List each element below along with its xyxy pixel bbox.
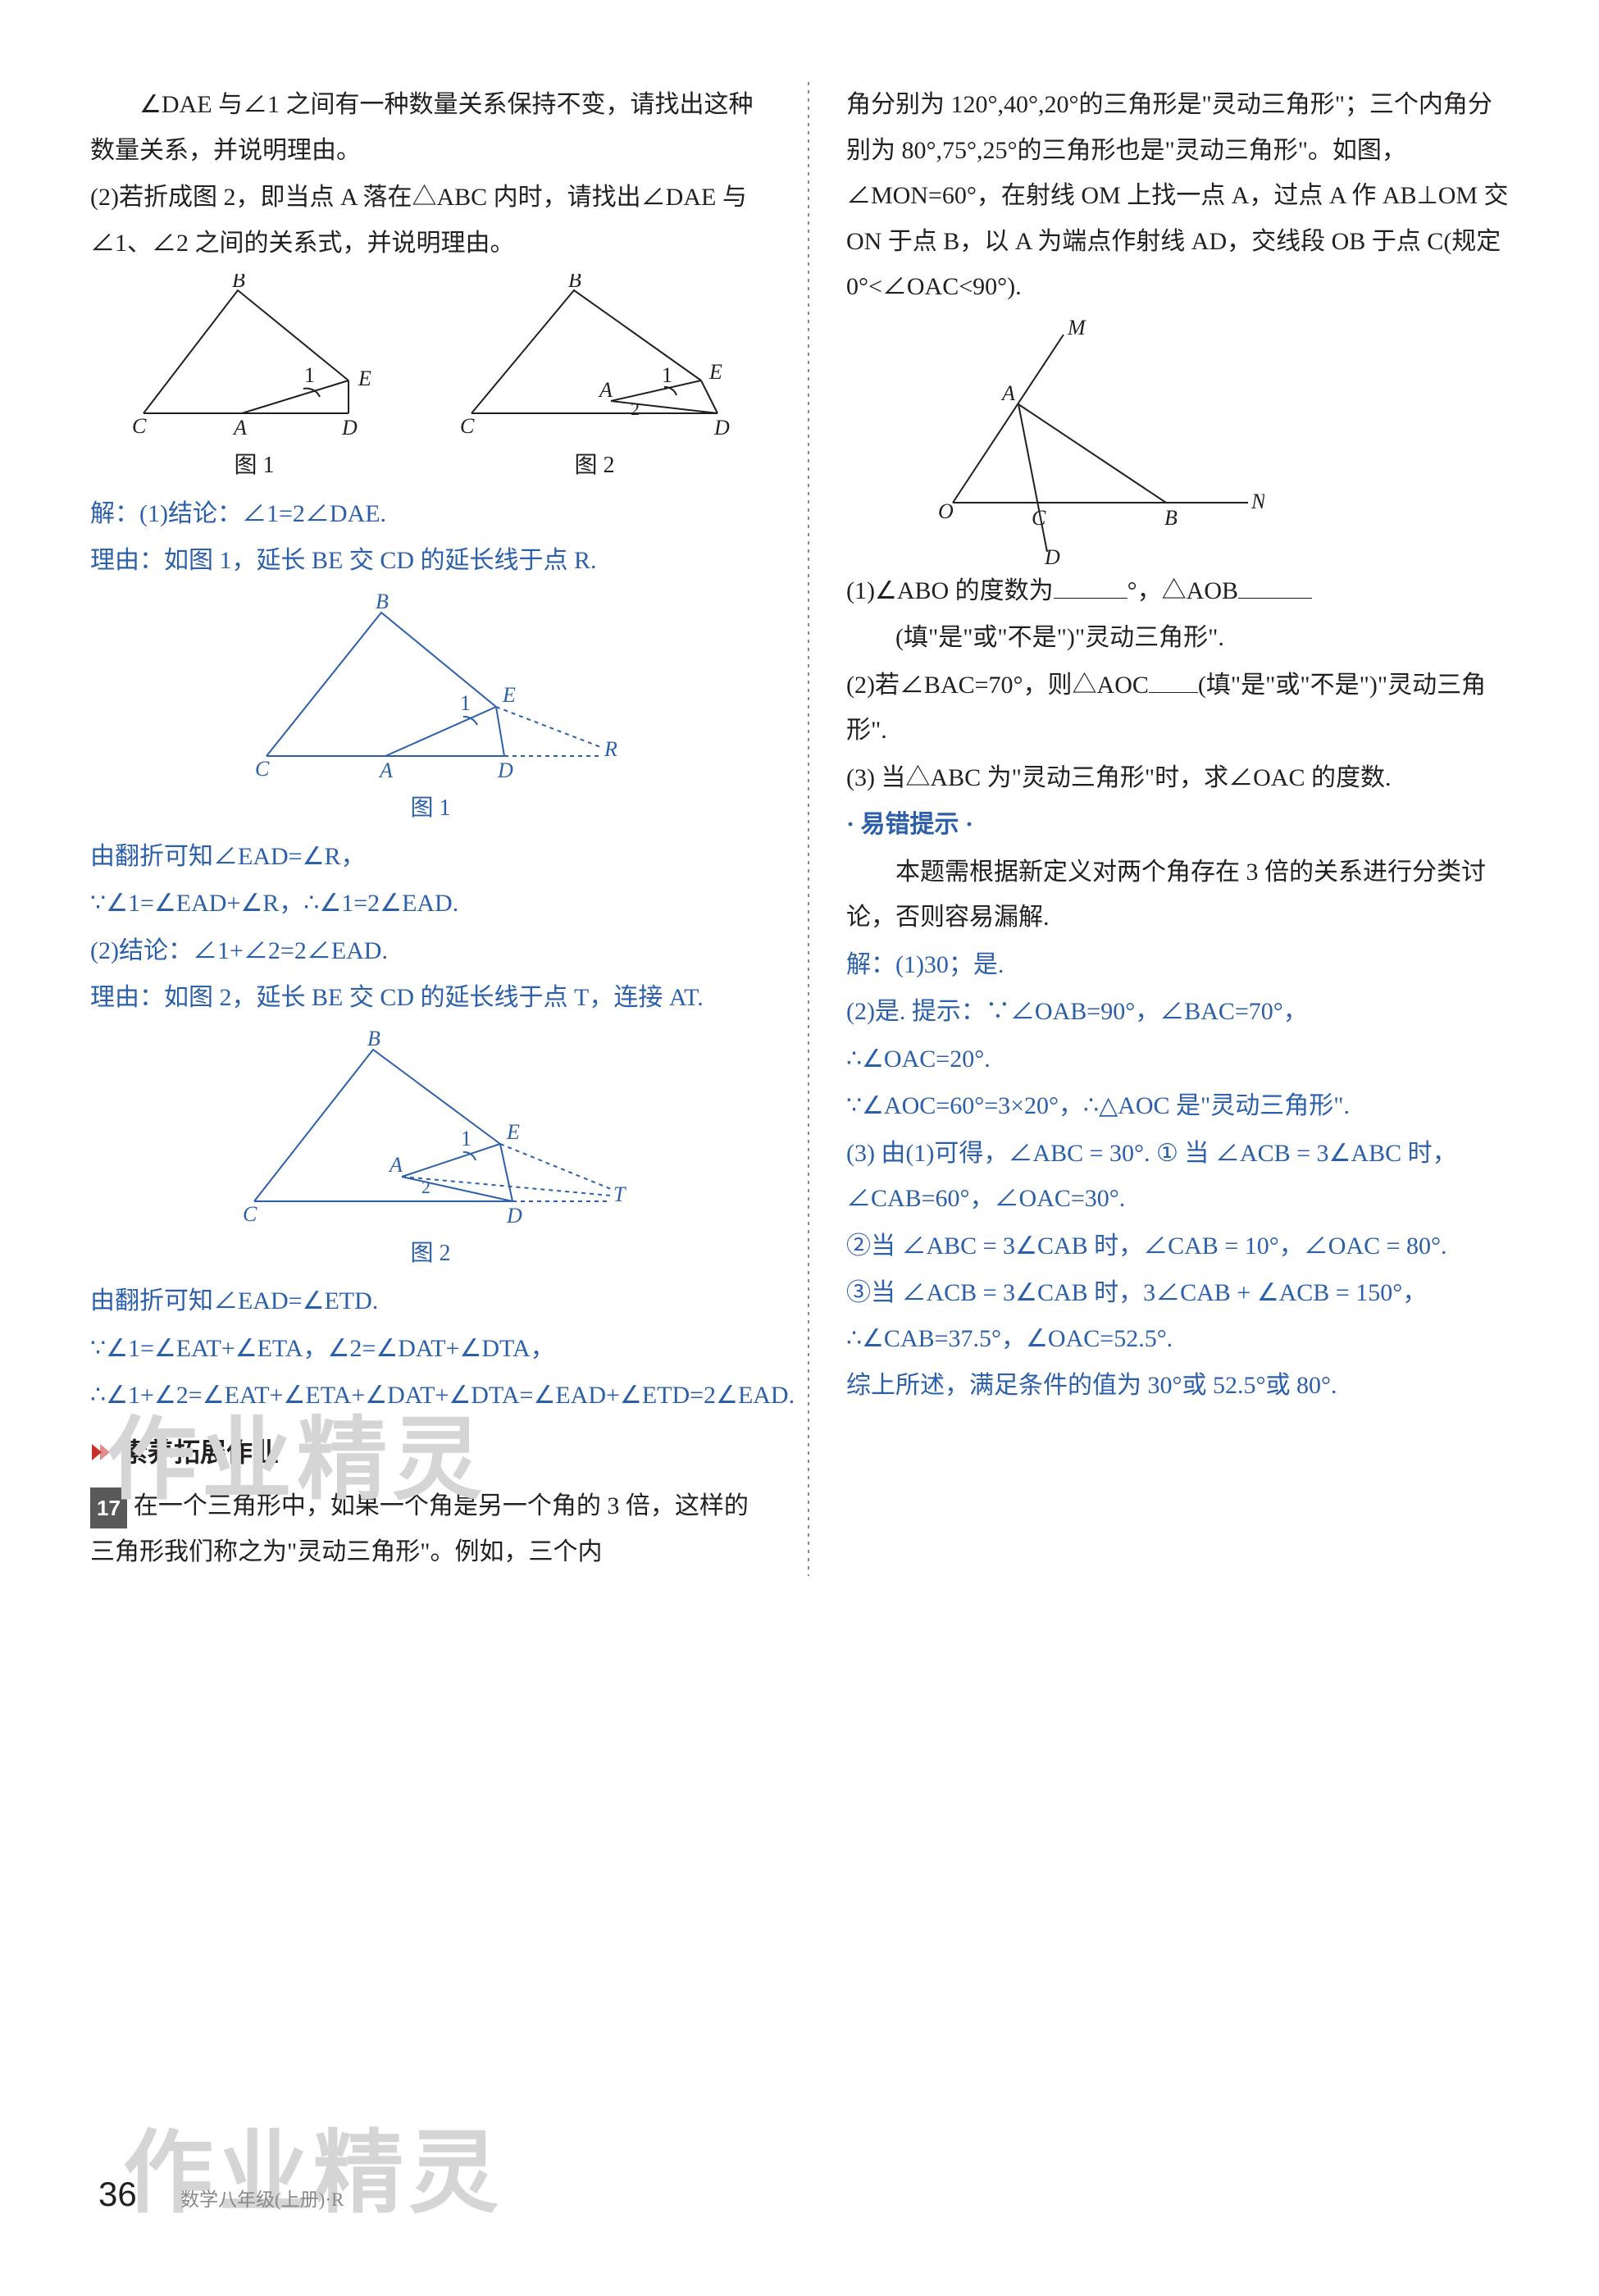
column-divider bbox=[808, 82, 809, 1576]
svg-text:C: C bbox=[460, 414, 475, 438]
solution: (3) 由(1)可得，∠ABC = 30°. ① 当 ∠ACB = 3∠ABC … bbox=[846, 1131, 1509, 1222]
solution: 理由：如图 1，延长 BE 交 CD 的延长线于点 R. bbox=[90, 538, 771, 584]
subq3: (3) 当△ABC 为"灵动三角形"时，求∠OAC 的度数. bbox=[846, 755, 1509, 801]
svg-text:D: D bbox=[713, 416, 730, 440]
svg-text:O: O bbox=[938, 499, 954, 523]
svg-text:A: A bbox=[232, 416, 247, 440]
hint-text: 本题需根据新定义对两个角存在 3 倍的关系进行分类讨论，否则容易漏解. bbox=[846, 850, 1509, 941]
svg-text:C: C bbox=[243, 1202, 257, 1226]
svg-text:N: N bbox=[1250, 490, 1264, 513]
solution: 综上所述，满足条件的值为 30°或 52.5°或 80°. bbox=[846, 1363, 1509, 1409]
question-number: 17 bbox=[90, 1487, 127, 1528]
figure-caption: 图 2 bbox=[455, 444, 734, 487]
svg-text:E: E bbox=[358, 367, 371, 390]
blank[interactable] bbox=[1149, 668, 1198, 693]
left-column: ∠DAE 与∠1 之间有一种数量关系保持不变，请找出这种数量关系，并说明理由。 … bbox=[90, 82, 800, 1576]
blank[interactable] bbox=[1054, 574, 1128, 599]
solution: 理由：如图 2，延长 BE 交 CD 的延长线于点 T，连接 AT. bbox=[90, 975, 771, 1021]
svg-text:C: C bbox=[1032, 506, 1046, 530]
svg-text:C: C bbox=[255, 757, 270, 781]
problem-text: (2)若折成图 2，即当点 A 落在△ABC 内时，请找出∠DAE 与∠1、∠2… bbox=[90, 175, 771, 266]
svg-text:B: B bbox=[232, 274, 245, 292]
solution: ②当 ∠ABC = 3∠CAB 时，∠CAB = 10°，∠OAC = 80°. bbox=[846, 1223, 1509, 1269]
svg-text:E: E bbox=[506, 1120, 520, 1144]
figure-caption: 图 1 bbox=[127, 444, 381, 487]
solution: ∴∠1+∠2=∠EAT+∠ETA+∠DAT+∠DTA=∠EAD+∠ETD=2∠E… bbox=[90, 1373, 771, 1419]
section-title: 素养拓展作业 bbox=[121, 1428, 279, 1477]
svg-text:R: R bbox=[604, 737, 617, 761]
svg-text:1: 1 bbox=[461, 1127, 472, 1150]
svg-text:B: B bbox=[1164, 506, 1178, 530]
svg-text:1: 1 bbox=[304, 363, 315, 387]
svg-text:B: B bbox=[376, 592, 389, 613]
svg-text:D: D bbox=[341, 416, 358, 440]
solution: ③当 ∠ACB = 3∠CAB 时，3∠CAB + ∠ACB = 150°，∴∠… bbox=[846, 1270, 1509, 1361]
svg-text:E: E bbox=[502, 683, 516, 707]
solution: 由翻折可知∠EAD=∠R， bbox=[90, 834, 771, 880]
figure-caption: 图 1 bbox=[242, 787, 619, 830]
subq1-cont: (填"是"或"不是")"灵动三角形". bbox=[846, 615, 1509, 661]
solution: ∵∠1=∠EAT+∠ETA，∠2=∠DAT+∠DTA， bbox=[90, 1326, 771, 1372]
figure-2b: B E C A D T 1 2 图 2 bbox=[90, 1029, 771, 1275]
figure-1: B E C A D 1 图 1 bbox=[127, 274, 381, 487]
problem-text: ∠DAE 与∠1 之间有一种数量关系保持不变，请找出这种数量关系，并说明理由。 bbox=[90, 82, 771, 173]
svg-text:2: 2 bbox=[631, 399, 640, 419]
svg-text:B: B bbox=[367, 1029, 380, 1050]
svg-text:D: D bbox=[506, 1204, 522, 1228]
svg-text:M: M bbox=[1067, 318, 1086, 339]
solution: ∴∠OAC=20°. bbox=[846, 1036, 1509, 1082]
page-number: 36 bbox=[98, 2175, 137, 2214]
solution: ∵∠1=∠EAD+∠R，∴∠1=2∠EAD. bbox=[90, 881, 771, 927]
right-column: 角分别为 120°,40°,20°的三角形是"灵动三角形"；三个内角分别为 80… bbox=[818, 82, 1509, 1576]
svg-text:T: T bbox=[613, 1182, 626, 1206]
svg-text:C: C bbox=[132, 414, 147, 438]
svg-text:E: E bbox=[708, 360, 722, 384]
figure-1b: B E C A D R 1 图 1 bbox=[90, 592, 771, 830]
solution: ∵∠AOC=60°=3×20°，∴△AOC 是"灵动三角形". bbox=[846, 1083, 1509, 1129]
section-header: 素养拓展作业 bbox=[90, 1428, 771, 1477]
diagram-row-1: B E C A D 1 图 1 bbox=[90, 274, 771, 487]
svg-text:A: A bbox=[388, 1153, 403, 1177]
svg-text:B: B bbox=[568, 274, 581, 292]
page-content: ∠DAE 与∠1 之间有一种数量关系保持不变，请找出这种数量关系，并说明理由。 … bbox=[0, 0, 1599, 1576]
subq1: (1)∠ABO 的度数为°，△AOB bbox=[846, 568, 1509, 614]
svg-text:2: 2 bbox=[421, 1177, 430, 1197]
svg-text:A: A bbox=[598, 378, 613, 402]
solution: 由翻折可知∠EAD=∠ETD. bbox=[90, 1278, 771, 1324]
hint-title: · 易错提示 · bbox=[846, 802, 1509, 848]
footer-text: 数学八年级(上册)·R bbox=[180, 2184, 344, 2212]
svg-text:1: 1 bbox=[662, 363, 672, 387]
solution: (2)是. 提示：∵∠OAB=90°，∠BAC=70°， bbox=[846, 989, 1509, 1035]
svg-text:1: 1 bbox=[460, 691, 471, 715]
solution: (2)结论：∠1+∠2=2∠EAD. bbox=[90, 928, 771, 974]
solution: 解：(1)结论：∠1=2∠DAE. bbox=[90, 491, 771, 537]
figure-caption: 图 2 bbox=[230, 1232, 631, 1275]
svg-text:D: D bbox=[1044, 545, 1060, 564]
svg-text:D: D bbox=[497, 758, 513, 782]
problem-continuation: 角分别为 120°,40°,20°的三角形是"灵动三角形"；三个内角分别为 80… bbox=[846, 82, 1509, 310]
figure-right: M A O C B N D bbox=[846, 318, 1509, 564]
blank[interactable] bbox=[1238, 574, 1312, 599]
solution: 解：(1)30；是. bbox=[846, 942, 1509, 988]
arrow-icon bbox=[90, 1441, 113, 1464]
q17: 17在一个三角形中，如果一个角是另一个角的 3 倍，这样的三角形我们称之为"灵动… bbox=[90, 1483, 771, 1574]
svg-text:A: A bbox=[1000, 381, 1015, 405]
figure-2: B E C A D 1 2 图 2 bbox=[455, 274, 734, 487]
subq2: (2)若∠BAC=70°，则△AOC(填"是"或"不是")"灵动三角形". bbox=[846, 663, 1509, 754]
svg-text:A: A bbox=[378, 758, 393, 782]
